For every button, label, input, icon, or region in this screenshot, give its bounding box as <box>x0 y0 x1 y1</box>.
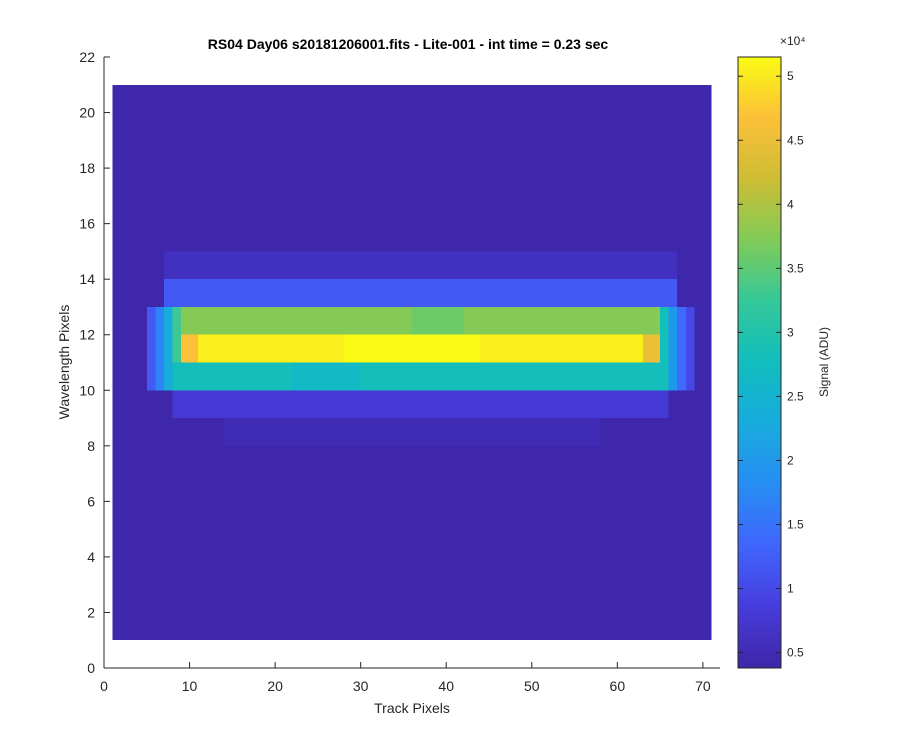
chart-title: RS04 Day06 s20181206001.fits - Lite-001 … <box>208 36 609 52</box>
heatmap-cell <box>660 306 669 391</box>
x-tick-label: 20 <box>267 678 283 694</box>
y-tick-label: 2 <box>87 604 95 620</box>
y-tick-label: 8 <box>87 438 95 454</box>
colorbar-exponent: ×10⁴ <box>780 34 806 48</box>
x-axis: 0 10 20 30 40 50 60 70 <box>100 662 711 694</box>
colorbar-tick-label: 4 <box>787 197 794 211</box>
colorbar-tick-label: 2 <box>787 453 794 467</box>
colorbar-tick-label: 1 <box>787 582 794 596</box>
colorbar: 0.5 1 1.5 2 2.5 3 3.5 4 4.5 5 <box>737 56 804 669</box>
heatmap-cell <box>172 390 669 419</box>
colorbar-tick-label: 1.5 <box>787 518 804 532</box>
y-tick-label: 10 <box>79 382 95 398</box>
colorbar-tick-label: 3 <box>787 325 794 339</box>
heatmap-cell <box>412 306 464 335</box>
heatmap-cell <box>163 306 173 391</box>
x-tick-label: 60 <box>610 678 626 694</box>
colorbar-tick-label: 0.5 <box>787 646 804 660</box>
y-tick-label: 0 <box>87 660 95 676</box>
colorbar-label: Signal (ADU) <box>817 327 831 397</box>
colorbar-tick-label: 3.5 <box>787 261 804 275</box>
colorbar-tick-label: 4.5 <box>787 133 804 147</box>
y-tick-label: 6 <box>87 493 95 509</box>
colorbar-tick-label: 5 <box>787 69 794 83</box>
y-tick-label: 18 <box>79 160 95 176</box>
x-tick-label: 0 <box>100 678 108 694</box>
heatmap-cell <box>163 251 678 280</box>
y-tick-label: 14 <box>79 271 95 287</box>
y-tick-label: 16 <box>79 216 95 232</box>
heatmap-cell <box>668 306 678 391</box>
heatmap-cell <box>146 306 156 391</box>
heatmap-cell <box>223 418 601 446</box>
plot-area <box>103 57 720 669</box>
colorbar-gradient <box>737 56 782 669</box>
x-tick-label: 70 <box>695 678 711 694</box>
y-axis-label: Wavelength Pixels <box>56 305 72 420</box>
heatmap-cell <box>685 306 695 391</box>
x-tick-label: 10 <box>182 678 198 694</box>
y-tick-label: 22 <box>79 49 95 65</box>
heatmap-cell <box>172 362 669 391</box>
heatmap-cell <box>155 306 164 391</box>
colorbar-tick-label: 2.5 <box>787 389 804 403</box>
heatmap-cell <box>677 306 686 391</box>
heatmap-cell <box>172 306 181 363</box>
heatmap-cell <box>643 334 661 363</box>
y-tick-label: 20 <box>79 105 95 121</box>
y-tick-label: 4 <box>87 549 95 565</box>
heatmap-cell <box>181 334 199 363</box>
heatmap-cell <box>292 362 361 391</box>
x-tick-label: 50 <box>524 678 540 694</box>
y-axis: 0 2 4 6 8 10 12 14 16 18 20 22 <box>79 49 110 676</box>
y-tick-label: 12 <box>79 327 95 343</box>
x-tick-label: 40 <box>438 678 454 694</box>
heatmap-cell <box>343 334 481 363</box>
x-tick-label: 30 <box>353 678 369 694</box>
heatmap-cell <box>163 279 678 307</box>
x-axis-label: Track Pixels <box>374 700 450 716</box>
